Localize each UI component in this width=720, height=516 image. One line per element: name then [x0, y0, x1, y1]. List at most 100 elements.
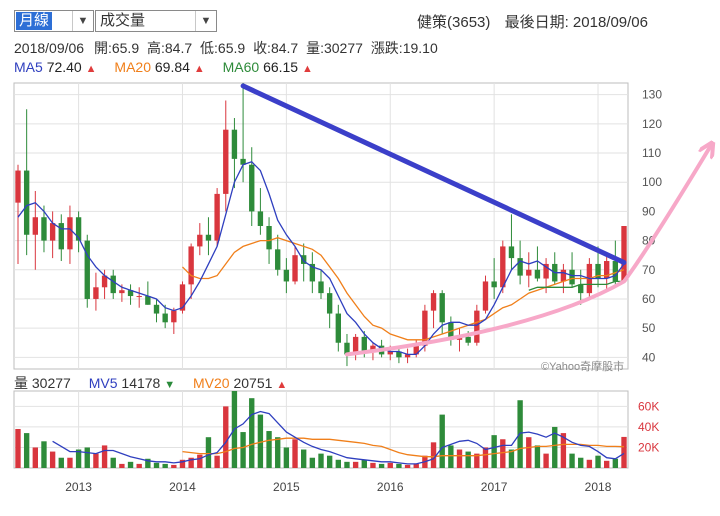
candle-body: [370, 345, 376, 352]
chevron-down-icon[interactable]: ▼: [72, 11, 93, 31]
mv20-name: MV20: [193, 375, 230, 391]
candle-body: [335, 313, 341, 343]
last-date-label: 最後日期:: [504, 14, 569, 31]
volume-bar: [612, 458, 619, 468]
volume-bar: [93, 453, 99, 468]
watermark: ©Yahoo奇摩股市: [541, 361, 625, 373]
ma60-up-icon: ▲: [302, 63, 313, 75]
ma60-legend: MA60 66.15 ▲: [223, 59, 313, 75]
candle-body: [604, 261, 610, 279]
volume-tick-label: 20K: [638, 440, 659, 454]
volume-bar: [188, 457, 194, 468]
volume-bar: [474, 453, 480, 468]
candle-body: [482, 281, 489, 311]
x-tick-label: 2014: [169, 480, 196, 494]
candle-body: [15, 170, 21, 203]
candle-body: [526, 269, 532, 276]
change-label: 漲跌:: [370, 40, 403, 56]
mv5-legend: MV5 14178 ▼: [89, 375, 179, 391]
indicator-select[interactable]: 成交量 ▼: [95, 10, 217, 32]
y-tick-label: 40: [642, 350, 656, 364]
low-value: 65.9: [217, 40, 246, 56]
candle-body: [387, 351, 393, 355]
y-tick-label: 50: [642, 321, 656, 335]
candle-body: [560, 269, 567, 282]
candle-body: [214, 193, 220, 241]
candle-body: [326, 293, 333, 314]
volume-bar: [162, 463, 168, 468]
ma-legend: MA5 72.40 ▲ MA20 69.84 ▲ MA60 66.15 ▲: [14, 59, 327, 75]
candle-body: [205, 234, 212, 241]
ma20-up-icon: ▲: [193, 63, 205, 75]
volume-bar: [84, 447, 90, 468]
candle-body: [292, 255, 298, 282]
candle-body: [517, 258, 523, 276]
candle-body: [93, 287, 99, 299]
volume-bar: [560, 433, 567, 468]
mv5-value: 14178: [121, 375, 161, 391]
y-tick-label: 120: [642, 117, 662, 131]
volume-panel: 2013 2014 2015 2016 2017 2018 20K 40K 60K: [13, 390, 659, 494]
candle-body: [23, 170, 30, 235]
volume-bar: [352, 461, 359, 468]
candle-body: [413, 345, 419, 355]
candle-body: [231, 129, 238, 159]
candle-body: [41, 217, 47, 241]
ma20-line: [182, 237, 625, 341]
volume-bar: [552, 426, 558, 468]
quote-date: 2018/09/06: [14, 40, 85, 56]
candle-body: [249, 164, 255, 212]
period-select[interactable]: 月線 ▼: [14, 10, 94, 32]
volume-bar: [214, 455, 220, 468]
candle-body: [162, 313, 168, 323]
ma60-value: 66.15: [263, 59, 299, 75]
y-tick-label: 70: [642, 263, 656, 277]
candle-body: [569, 269, 575, 285]
volume-bar: [75, 449, 82, 468]
upward-arrow: [344, 147, 710, 357]
close-value: 84.7: [270, 40, 299, 56]
stock-name: 健策(3653): [417, 14, 491, 31]
candle-body: [136, 296, 142, 298]
candle-body: [361, 336, 367, 352]
candle-body: [49, 223, 56, 241]
vol-name: 量: [14, 375, 28, 391]
volume-bar: [223, 406, 229, 468]
volume-bar: [578, 457, 584, 468]
candle-body: [500, 246, 506, 288]
close-label: 收:: [253, 40, 271, 56]
candle-body: [58, 223, 64, 250]
candle-body: [188, 246, 194, 285]
volume-bar: [526, 437, 532, 468]
volume-bar: [456, 449, 463, 468]
volume-bar: [266, 431, 272, 468]
volume-bar: [257, 414, 264, 468]
volume-bar: [604, 460, 610, 468]
candle-body: [275, 249, 281, 270]
volume-bar: [283, 447, 290, 468]
candle-body: [318, 281, 324, 294]
volume-value: 30277: [323, 40, 363, 56]
descending-trendline: [240, 83, 627, 265]
candle-body: [145, 296, 151, 305]
volume-bar: [15, 428, 21, 468]
volume-bar: [23, 433, 30, 468]
ma5-value: 72.40: [46, 59, 82, 75]
mv5-name: MV5: [88, 375, 118, 391]
candle-body: [119, 290, 125, 294]
volume-bar: [491, 435, 497, 468]
volume-bar: [145, 458, 151, 468]
volume-bar: [439, 414, 445, 468]
candle-body: [344, 342, 350, 355]
mv20-legend: MV20 20751 ▲: [193, 375, 287, 391]
ma20-value: 69.84: [154, 59, 190, 75]
chevron-down-icon[interactable]: ▼: [195, 11, 216, 31]
indicator-select-value: 成交量: [100, 12, 146, 29]
candle-body: [110, 275, 116, 294]
volume-bar: [197, 454, 203, 468]
mv20-line: [182, 437, 625, 458]
candle-body: [101, 275, 108, 288]
candle-body: [153, 304, 160, 314]
volume-bar: [413, 463, 419, 468]
candle-body: [474, 310, 480, 343]
